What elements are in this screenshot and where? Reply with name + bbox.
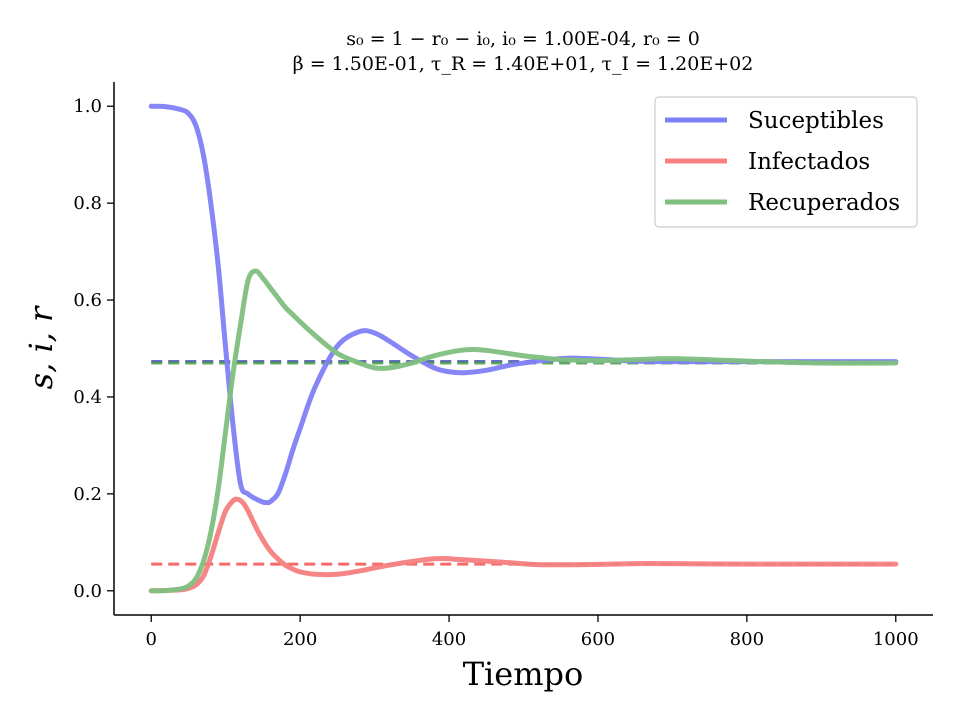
x-tick-label: 0 <box>146 629 157 650</box>
series-lines <box>148 103 899 594</box>
legend-label-recuperados: Recuperados <box>748 190 900 216</box>
y-tick-label: 0.2 <box>73 484 102 505</box>
equilibrium-lines <box>151 360 896 566</box>
series-line-recuperados <box>148 268 899 594</box>
legend-label-suceptibles: Suceptibles <box>748 108 884 134</box>
y-tick-label: 0.4 <box>73 387 102 408</box>
x-tick-label: 200 <box>283 629 317 650</box>
x-tick-label: 800 <box>730 629 764 650</box>
series-line-infectados <box>148 496 899 594</box>
y-ticks: 0.0 0.2 0.4 0.6 0.8 1.0 <box>73 96 114 602</box>
y-tick-label: 0.6 <box>73 290 102 311</box>
legend-items: Suceptibles Infectados Recuperados <box>665 108 900 216</box>
y-tick-label: 0.8 <box>73 193 102 214</box>
x-tick-label: 400 <box>432 629 466 650</box>
legend-box <box>654 96 918 228</box>
legend: Suceptibles Infectados Recuperados <box>654 96 918 228</box>
y-tick-label: 0.0 <box>73 581 102 602</box>
legend-label-infectados: Infectados <box>748 149 870 175</box>
x-tick-label: 600 <box>581 629 615 650</box>
chart-subtitle: β = 1.50E-01, τ_R = 1.40E+01, τ_I = 1.20… <box>293 53 754 75</box>
x-axis-label: Tiempo <box>463 655 584 693</box>
y-tick-label: 1.0 <box>73 96 102 117</box>
chart-title: s₀ = 1 − r₀ − i₀, i₀ = 1.00E-04, r₀ = 0 <box>346 28 700 50</box>
y-axis-label: s, i, r <box>22 305 60 389</box>
chart-titles: s₀ = 1 − r₀ − i₀, i₀ = 1.00E-04, r₀ = 0 … <box>293 28 754 75</box>
axes <box>113 82 933 616</box>
x-ticks: 0 200 400 600 800 1000 <box>146 615 919 650</box>
x-tick-label: 1000 <box>873 629 919 650</box>
